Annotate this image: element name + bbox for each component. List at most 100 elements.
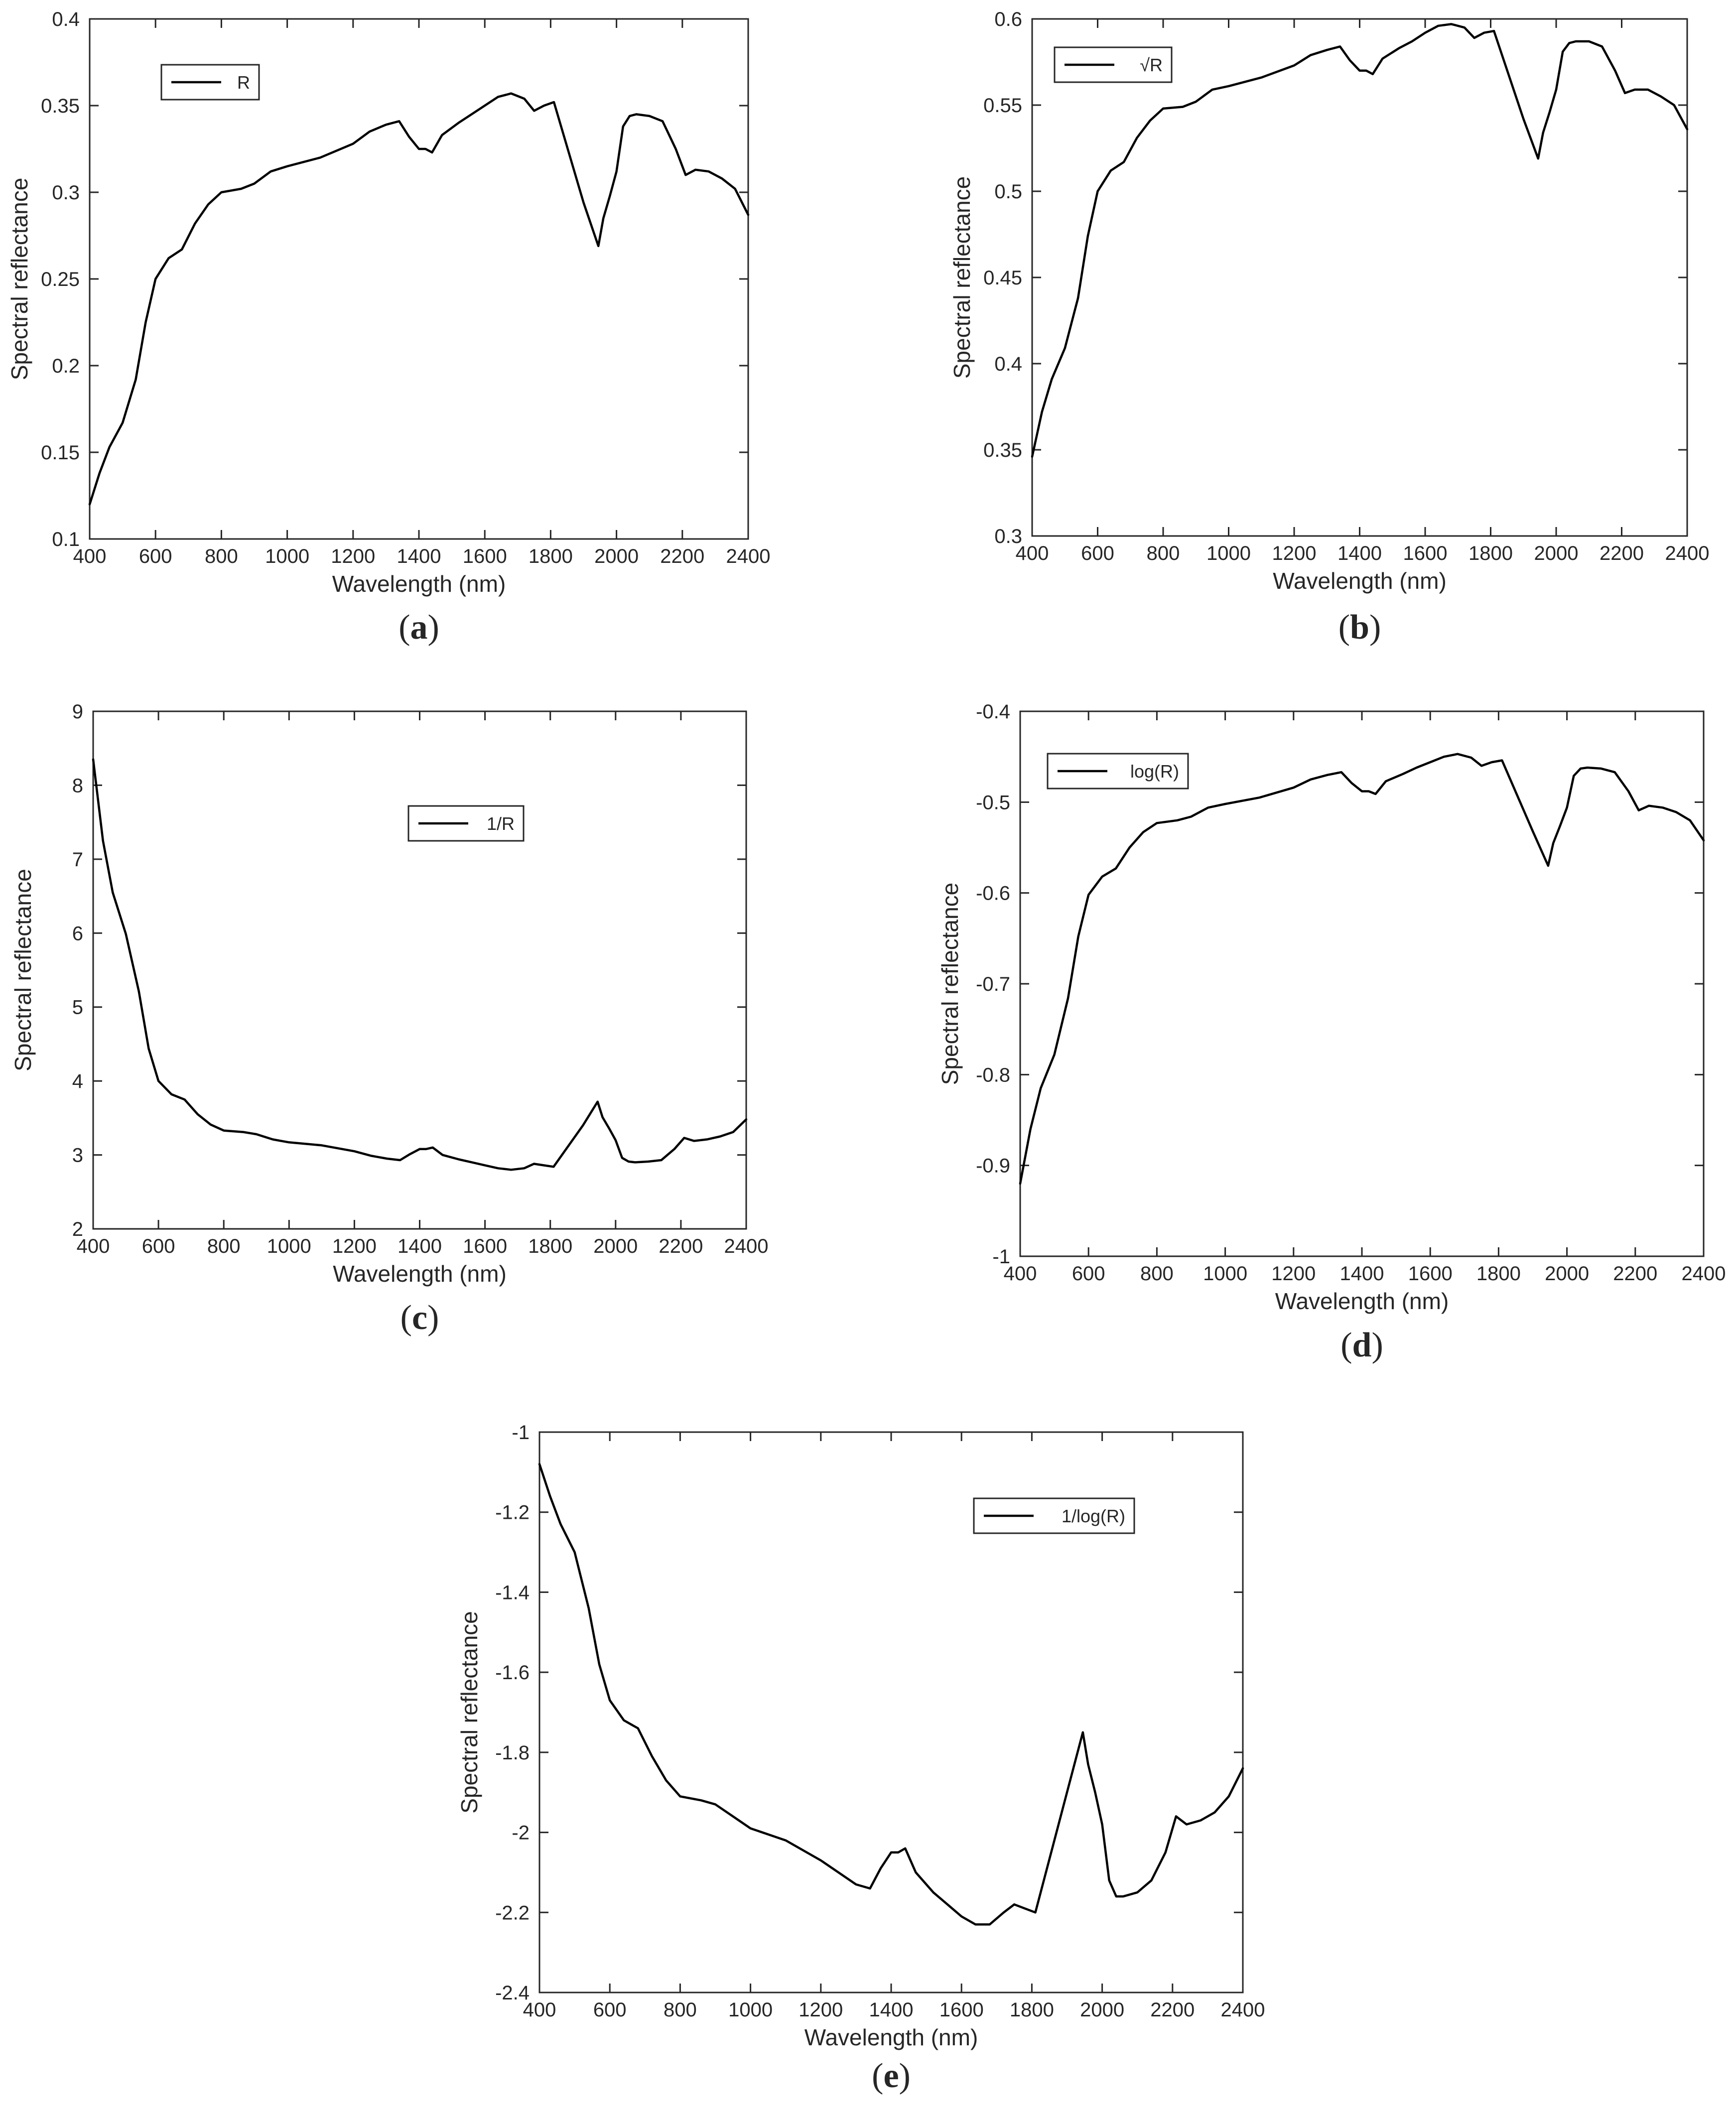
y-tick-label: 0.4 — [52, 8, 80, 30]
y-tick-label: 0.35 — [41, 95, 80, 117]
x-tick-label: 1800 — [529, 545, 573, 567]
y-tick-label: -0.6 — [976, 883, 1010, 905]
x-tick-label: 2000 — [594, 545, 639, 567]
x-tick-label: 1600 — [463, 545, 507, 567]
series-line-a — [88, 92, 750, 506]
x-tick-label: 1400 — [869, 1999, 914, 2021]
plot-frame-d — [1019, 710, 1705, 1257]
legend-a: R — [160, 64, 260, 101]
y-axis-title: Spectral reflectance — [6, 178, 32, 381]
x-tick-label: 2200 — [659, 1235, 703, 1257]
y-tick-label: -0.7 — [976, 973, 1010, 995]
y-tick-label: 5 — [72, 997, 83, 1019]
x-axis-title: Wavelength (nm) — [1273, 568, 1447, 594]
y-tick-label: 6 — [72, 923, 83, 944]
x-tick-label: 1800 — [1469, 542, 1513, 564]
x-tick-label: 2200 — [1150, 1999, 1195, 2021]
chart-panel-c: 400 600 800 1000 1200 1400 1600 1800 2000 2200 240… — [10, 701, 768, 1337]
legend-label: log(R) — [1130, 761, 1179, 782]
y-tick-label: 0.4 — [994, 353, 1022, 375]
x-tick-label: 1000 — [1206, 542, 1251, 564]
y-tick-label: -2.2 — [495, 1902, 530, 1924]
y-tick-label: 7 — [72, 849, 83, 871]
y-tick-label: 2 — [72, 1218, 83, 1240]
y-tick-label: 3 — [72, 1145, 83, 1167]
x-tick-label: 1400 — [1337, 542, 1382, 564]
legend-label: R — [237, 72, 250, 93]
x-tick-label: 2200 — [660, 545, 704, 567]
x-tick-label: 1800 — [528, 1235, 572, 1257]
x-tick-label: 1600 — [463, 1235, 507, 1257]
x-axis-title: Wavelength (nm) — [804, 2024, 978, 2050]
x-tick-label: 1800 — [1476, 1263, 1521, 1285]
y-tick-label: -2.4 — [495, 1982, 530, 2004]
x-axis-title: Wavelength (nm) — [333, 1261, 507, 1287]
y-tick-label: -1 — [992, 1246, 1010, 1268]
series-line-c — [92, 758, 748, 1171]
y-tick-label: 0.1 — [52, 529, 80, 550]
y-tick-label: 0.3 — [994, 526, 1022, 547]
legend-b: √R — [1054, 46, 1173, 83]
x-tick-label: 800 — [205, 545, 238, 567]
plot-frame-e — [538, 1431, 1244, 1993]
y-axis-title: Spectral reflectance — [949, 176, 975, 379]
x-tick-label: 800 — [1140, 1263, 1174, 1285]
panel-label-d: (d) — [1340, 1326, 1383, 1364]
y-tick-label: 0.25 — [41, 268, 80, 290]
y-tick-label: 0.45 — [983, 267, 1022, 289]
y-tick-label: -1.2 — [495, 1502, 530, 1524]
y-tick-label: 4 — [72, 1070, 83, 1092]
x-axis-title: Wavelength (nm) — [1275, 1288, 1449, 1314]
y-tick-label: -1 — [512, 1422, 530, 1444]
y-axis-title: Spectral reflectance — [937, 883, 963, 1085]
plot-frame-b — [1031, 18, 1688, 537]
y-tick-label: 0.15 — [41, 442, 80, 464]
x-tick-label: 1000 — [265, 545, 309, 567]
y-tick-label: 0.6 — [994, 8, 1022, 30]
legend-d: log(R) — [1047, 753, 1189, 790]
x-tick-label: 1200 — [1272, 542, 1317, 564]
x-tick-label: 1200 — [1271, 1263, 1316, 1285]
x-tick-label: 1400 — [1340, 1263, 1384, 1285]
chart-panel-b: 400 600 800 1000 1200 1400 1600 1800 2000 2200 240… — [949, 8, 1709, 647]
plot-frame-c — [92, 710, 747, 1230]
legend-c: 1/R — [407, 805, 525, 842]
chart-panel-a: 400 600 800 1000 1200 1400 1600 1800 2000 2200 240… — [6, 8, 770, 647]
y-tick-label: 0.35 — [983, 439, 1022, 461]
y-tick-label: -0.5 — [976, 792, 1010, 813]
chart-panel-d: 400 600 800 1000 1200 1400 1600 1800 2000 2200 240… — [937, 701, 1726, 1364]
y-tick-label: 0.3 — [52, 182, 80, 204]
x-tick-label: 1400 — [397, 545, 441, 567]
legend-e: 1/log(R) — [973, 1497, 1135, 1534]
y-tick-label: 0.2 — [52, 355, 80, 377]
y-tick-label: -1.6 — [495, 1662, 530, 1684]
y-tick-label: 9 — [72, 701, 83, 723]
x-tick-label: 1200 — [332, 1235, 377, 1257]
panel-label-c: (c) — [401, 1299, 439, 1337]
x-tick-label: 400 — [1004, 1263, 1037, 1285]
x-tick-label: 800 — [1147, 542, 1180, 564]
y-tick-label: 0.5 — [994, 181, 1022, 203]
y-tick-label: -0.8 — [976, 1064, 1010, 1086]
x-tick-label: 600 — [142, 1235, 175, 1257]
y-tick-label: -0.4 — [976, 701, 1010, 723]
x-tick-label: 600 — [139, 545, 172, 567]
x-tick-label: 600 — [593, 1999, 627, 2021]
y-tick-label: -1.4 — [495, 1582, 530, 1603]
x-tick-label: 600 — [1081, 542, 1114, 564]
x-tick-label: 2200 — [1613, 1263, 1657, 1285]
y-tick-label: 0.55 — [983, 95, 1022, 117]
x-tick-label: 2000 — [1080, 1999, 1124, 2021]
x-tick-label: 1200 — [799, 1999, 843, 2021]
x-tick-label: 400 — [1016, 542, 1049, 564]
chart-panel-e: 400 600 800 1000 1200 1400 1600 1800 2000 2200 240… — [456, 1422, 1265, 2095]
x-tick-label: 1000 — [267, 1235, 311, 1257]
x-tick-label: 1600 — [1403, 542, 1448, 564]
legend-label: 1/R — [487, 813, 515, 834]
x-tick-label: 2400 — [1221, 1999, 1265, 2021]
y-tick-label: 8 — [72, 775, 83, 797]
x-tick-label: 2200 — [1600, 542, 1644, 564]
legend-label: √R — [1140, 55, 1163, 75]
x-tick-label: 2400 — [724, 1235, 769, 1257]
